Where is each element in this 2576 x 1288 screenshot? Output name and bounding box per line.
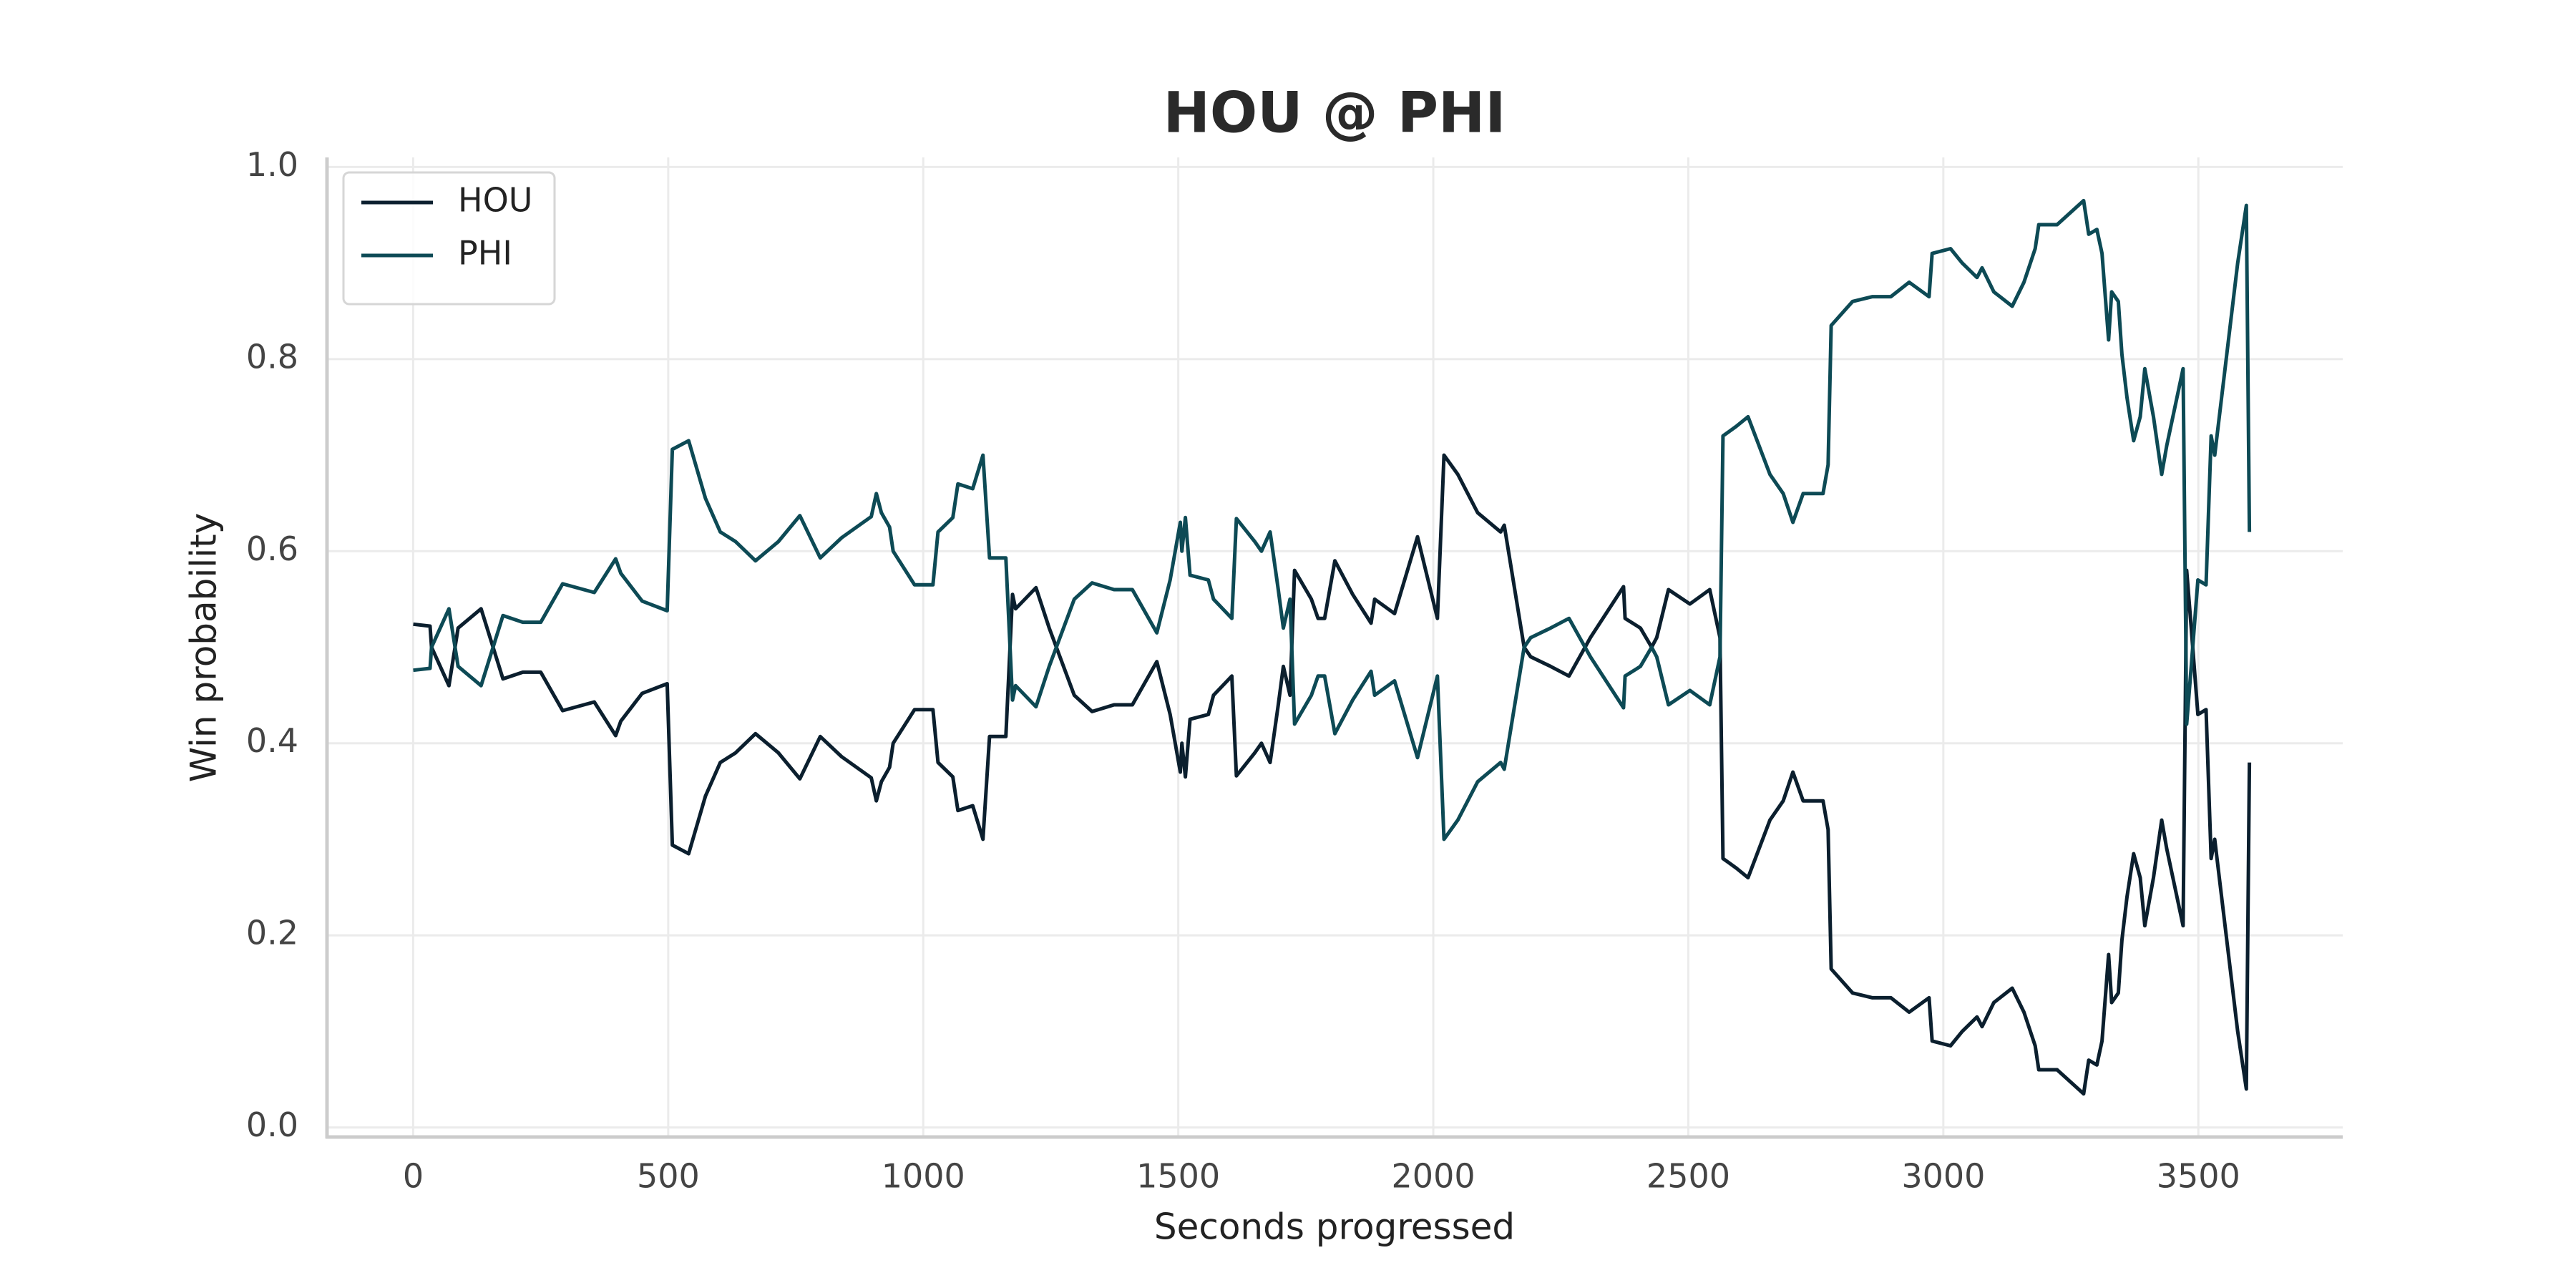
x-tick-label: 3000: [1901, 1157, 1985, 1196]
y-tick-label: 0.2: [246, 914, 298, 952]
legend-label: HOU: [458, 181, 532, 220]
x-tick-label: 3500: [2157, 1157, 2240, 1196]
chart-title: HOU @ PHI: [1163, 81, 1506, 145]
series-line: [413, 198, 2252, 841]
legend-box: [342, 171, 556, 306]
x-tick-label: 2000: [1392, 1157, 1475, 1196]
x-tick-label: 0: [403, 1157, 424, 1196]
y-tick-label: 0.0: [246, 1106, 298, 1144]
y-tick-label: 0.8: [246, 337, 298, 376]
legend-label: PHI: [458, 234, 512, 273]
x-tick-label: 1000: [882, 1157, 965, 1196]
series-line: [413, 453, 2252, 1096]
x-axis-label: Seconds progressed: [1154, 1206, 1515, 1248]
y-tick-label: 1.0: [246, 145, 298, 184]
x-tick-label: 2500: [1646, 1157, 1730, 1196]
y-tick-label: 0.6: [246, 530, 298, 568]
y-axis-label: Win probability: [183, 513, 225, 783]
x-tick-label: 500: [637, 1157, 700, 1196]
y-tick-label: 0.4: [246, 721, 298, 760]
x-tick-label: 1500: [1136, 1157, 1220, 1196]
